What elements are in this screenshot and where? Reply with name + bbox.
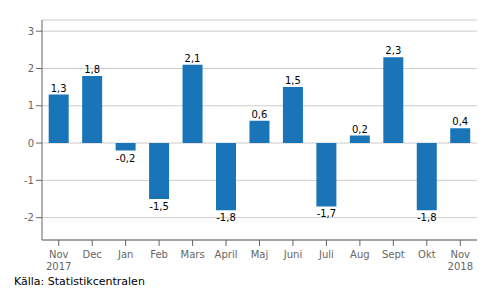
svg-text:Aug: Aug: [350, 249, 370, 260]
svg-text:Okt: Okt: [418, 249, 436, 260]
svg-text:Dec: Dec: [83, 249, 102, 260]
svg-text:Maj: Maj: [251, 249, 269, 260]
svg-text:2: 2: [28, 63, 34, 74]
html-text:Källa: Statistikcentralen: Källa: Statistikcentralen: [14, 275, 145, 288]
svg-text:2,3: 2,3: [385, 45, 401, 56]
svg-text:Nov2018: Nov2018: [448, 249, 473, 272]
svg-text:-1: -1: [24, 175, 34, 186]
svg-text:Sept: Sept: [382, 249, 405, 260]
svg-text:0,6: 0,6: [252, 109, 268, 120]
svg-text:1: 1: [28, 100, 34, 111]
svg-text:1,5: 1,5: [285, 75, 301, 86]
svg-text:-1,5: -1,5: [149, 201, 169, 212]
svg-text:3: 3: [28, 26, 34, 37]
svg-text:0: 0: [28, 138, 34, 149]
svg-text:-1,8: -1,8: [216, 212, 236, 223]
svg-text:0,2: 0,2: [352, 124, 368, 135]
svg-text:-0,2: -0,2: [116, 153, 136, 164]
svg-text:Juli: Juli: [318, 249, 334, 260]
svg-text:0,4: 0,4: [452, 116, 468, 127]
svg-text:Jan: Jan: [117, 249, 133, 260]
svg-text:1,8: 1,8: [84, 64, 100, 75]
svg-text:Nov2017: Nov2017: [46, 249, 71, 272]
svg-text:Feb: Feb: [150, 249, 168, 260]
svg-text:Mars: Mars: [181, 249, 205, 260]
svg-text:-1,7: -1,7: [317, 208, 337, 219]
svg-text:April: April: [215, 249, 238, 260]
svg-text:1,3: 1,3: [51, 83, 67, 94]
svg-text:Juni: Juni: [283, 249, 302, 260]
svg-text:-1,8: -1,8: [417, 212, 437, 223]
svg-text:-2: -2: [24, 212, 34, 223]
svg-text:2,1: 2,1: [185, 53, 201, 64]
